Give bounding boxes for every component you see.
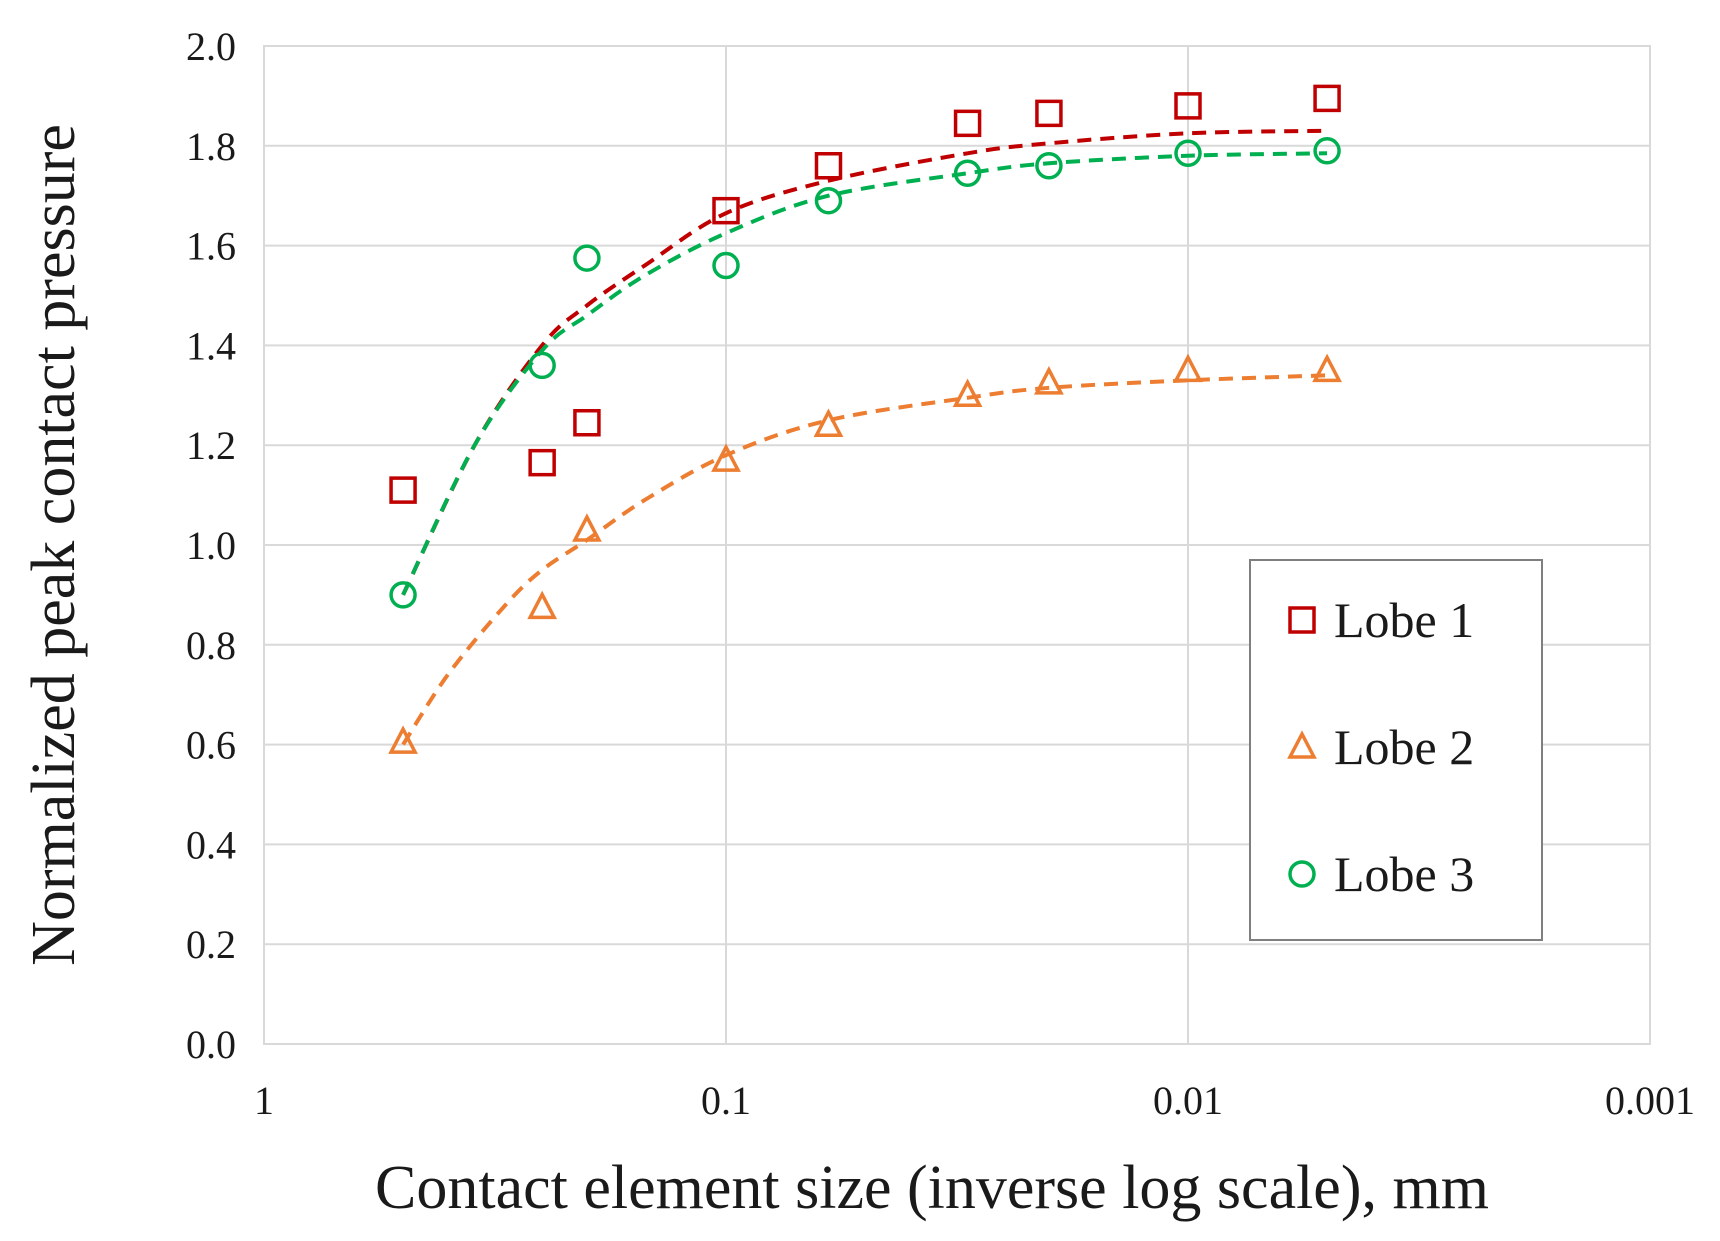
lobe-1-point	[573, 408, 601, 437]
x-tick-label: 0.01	[1153, 1078, 1223, 1123]
lobe-1-point	[1313, 84, 1341, 113]
x-axis-title: Contact element size (inverse log scale)…	[375, 1154, 1489, 1222]
lobe-3-point	[573, 244, 601, 272]
lobe-2-trendline	[401, 373, 1328, 746]
data-markers	[388, 84, 1342, 754]
lobe-3-point	[1174, 139, 1202, 168]
y-tick-label: 1.4	[186, 323, 236, 368]
trendlines	[401, 128, 1328, 746]
lobe-3-point	[712, 251, 740, 280]
lobe-2-point	[813, 408, 844, 437]
lobe-2-point	[388, 725, 418, 754]
y-tick-label: 0.2	[186, 922, 236, 967]
lobe-2-point	[1312, 353, 1342, 383]
y-tick-label: 0.8	[186, 623, 236, 668]
y-axis-title: Normalized peak contact pressure	[20, 124, 88, 966]
legend: Lobe 1 Lobe 2 Lobe 3	[1249, 559, 1543, 941]
legend-marker-lobe-3	[1288, 860, 1316, 888]
y-tick-label: 1.8	[186, 124, 236, 169]
lobe-1-point	[814, 152, 843, 180]
lobe-2-point	[711, 443, 741, 472]
lobe-1-point	[1035, 99, 1063, 128]
y-tick-label: 1.2	[186, 423, 236, 468]
legend-label-lobe-3: Lobe 3	[1334, 846, 1474, 902]
lobe-2-point	[1034, 366, 1064, 395]
legend-marker-lobe-1	[1288, 606, 1316, 634]
y-tick-label: 0.0	[186, 1022, 236, 1067]
lobe-1-point	[953, 109, 982, 138]
y-tick-label: 2.0	[186, 24, 236, 69]
y-tick-label: 1.6	[186, 224, 236, 269]
legend-label-lobe-2: Lobe 2	[1334, 719, 1474, 775]
plot-area-border	[263, 45, 1651, 1045]
lobe-3-point	[953, 159, 982, 187]
legend-label-lobe-1: Lobe 1	[1334, 592, 1474, 648]
lobe-2-point	[1173, 353, 1203, 383]
lobe-2-point	[952, 378, 983, 408]
lobe-1-point	[389, 476, 417, 504]
lobe-2-point	[572, 513, 602, 542]
lobe-3-point	[528, 351, 556, 380]
legend-box	[1249, 559, 1543, 941]
lobe-1-point	[1174, 92, 1202, 120]
lobe-3-point	[814, 186, 843, 215]
y-tick-label: 1.0	[186, 523, 236, 568]
lobe-2-point	[527, 590, 558, 620]
lobe-1-point	[712, 196, 740, 225]
axes: 0.0 0.2 0.4 0.6 0.8 1.0 1.2 1.4 1.6 1.8 2.0 1 0.1 0.0…	[186, 24, 1695, 1123]
y-tick-label: 0.6	[186, 723, 236, 768]
y-tick-label: 0.4	[186, 822, 236, 867]
lobe-3-point	[1313, 137, 1341, 165]
x-tick-label: 0.1	[701, 1078, 751, 1123]
x-tick-label: 1	[254, 1078, 274, 1123]
x-tick-label: 0.001	[1605, 1078, 1695, 1123]
lobe-3-point	[1035, 152, 1063, 180]
legend-marker-lobe-2	[1287, 730, 1317, 759]
lobe-3-point	[389, 581, 417, 609]
lobe-1-point	[528, 448, 556, 477]
